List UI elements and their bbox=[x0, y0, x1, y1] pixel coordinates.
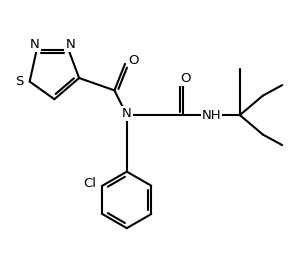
Text: N: N bbox=[30, 38, 40, 51]
Text: S: S bbox=[15, 75, 23, 88]
Text: N: N bbox=[122, 107, 132, 120]
Text: Cl: Cl bbox=[83, 177, 96, 190]
Text: NH: NH bbox=[202, 109, 221, 122]
Text: O: O bbox=[128, 54, 139, 67]
Text: N: N bbox=[65, 38, 75, 51]
Text: O: O bbox=[180, 72, 190, 85]
